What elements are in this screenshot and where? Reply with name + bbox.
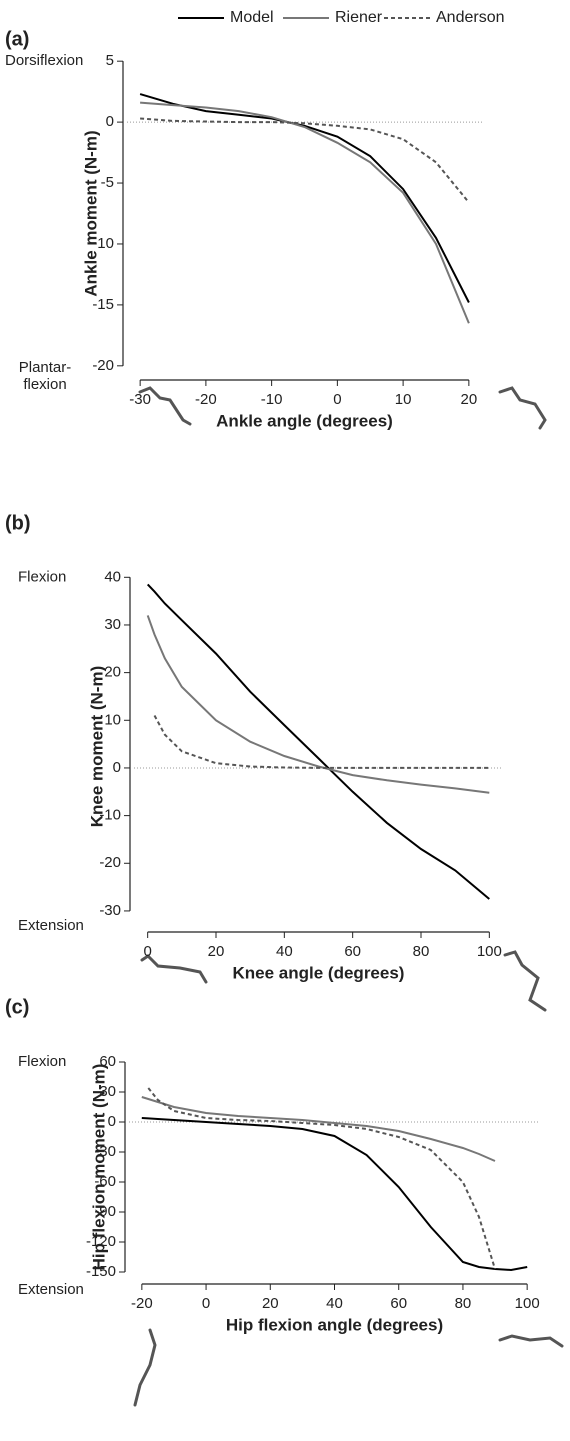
data-line <box>139 93 470 303</box>
data-line <box>153 715 490 769</box>
legend-label: Model <box>230 9 274 26</box>
y-tick-label: 30 <box>104 616 121 633</box>
x-tick-label: 10 <box>395 391 412 408</box>
y-tick-label: 0 <box>113 759 121 776</box>
y-tick-label: -60 <box>94 1173 116 1190</box>
y-tick-label: -5 <box>101 174 114 191</box>
annotation: flexion <box>23 376 66 393</box>
annotation: Flexion <box>18 1053 66 1070</box>
y-tick-label: 5 <box>106 52 114 69</box>
joint-icons <box>133 386 564 1407</box>
panel: (a) 5 0 -5 -10 -15 -20 -30 -20 -10 0 10 20 Ankle angl… <box>5 28 482 430</box>
x-axis-title: Ankle angle (degrees) <box>216 411 393 430</box>
y-tick-label: 30 <box>99 1083 116 1100</box>
y-tick-label: -15 <box>92 296 114 313</box>
hip-icon-right <box>498 1334 564 1348</box>
y-tick-label: -20 <box>92 357 114 374</box>
panel: (c) 60 30 0 -30 -60 -90 -120 -150 -20 0 20 40 60 80 100… <box>5 996 540 1334</box>
legend-label: Anderson <box>436 9 505 26</box>
x-tick-label: 40 <box>326 1295 343 1312</box>
x-tick-label: 60 <box>344 943 361 960</box>
x-tick-label: 0 <box>143 943 151 960</box>
x-tick-label: 20 <box>262 1295 279 1312</box>
data-line <box>140 117 470 204</box>
data-line <box>141 1117 528 1272</box>
x-tick-label: 60 <box>390 1295 407 1312</box>
panel-label: (c) <box>5 996 29 1018</box>
ankle-icon-left <box>138 386 192 426</box>
y-tick-label: 0 <box>108 1113 116 1130</box>
hip-icon-left <box>133 1328 157 1407</box>
knee-icon-left <box>140 954 208 984</box>
y-tick-label: -30 <box>94 1143 116 1160</box>
y-axis-title: Hip flexion moment (N-m) <box>89 1064 108 1271</box>
data-line <box>146 615 490 794</box>
annotation: Flexion <box>18 568 66 585</box>
legend-label: Riener <box>335 9 383 26</box>
panel-label: (a) <box>5 28 29 50</box>
annotation: Extension <box>18 1281 84 1298</box>
x-tick-label: -10 <box>261 391 283 408</box>
x-tick-label: 0 <box>202 1295 210 1312</box>
data-line <box>147 1087 496 1270</box>
annotation: Dorsiflexion <box>5 52 83 69</box>
y-tick-label: -10 <box>92 235 114 252</box>
x-tick-label: 0 <box>333 391 341 408</box>
x-axis-title: Hip flexion angle (degrees) <box>226 1315 443 1334</box>
y-axis-title: Ankle moment (N-m) <box>81 130 100 296</box>
panel-label: (b) <box>5 512 31 534</box>
x-tick-label: 80 <box>455 1295 472 1312</box>
x-tick-label: 20 <box>461 391 478 408</box>
annotation: Plantar- <box>19 359 72 376</box>
y-tick-label: -10 <box>99 807 121 824</box>
y-axis-title: Knee moment (N-m) <box>87 666 106 828</box>
y-tick-label: 20 <box>104 664 121 681</box>
data-line <box>141 1096 496 1162</box>
y-tick-label: -20 <box>99 854 121 871</box>
x-tick-label: -20 <box>195 391 217 408</box>
y-tick-label: 0 <box>106 113 114 130</box>
y-tick-label: 40 <box>104 568 121 585</box>
x-tick-label: 100 <box>477 943 502 960</box>
x-tick-label: 40 <box>276 943 293 960</box>
y-tick-label: 60 <box>99 1053 116 1070</box>
ankle-icon-right <box>498 386 547 430</box>
x-tick-label: 20 <box>208 943 225 960</box>
y-tick-label: -120 <box>86 1233 116 1250</box>
x-axis-title: Knee angle (degrees) <box>233 963 405 982</box>
annotation: Extension <box>18 917 84 934</box>
x-tick-label: 100 <box>515 1295 540 1312</box>
x-tick-label: 80 <box>413 943 430 960</box>
y-tick-label: 10 <box>104 711 121 728</box>
data-line <box>140 101 470 324</box>
y-tick-label: -90 <box>94 1203 116 1220</box>
x-tick-label: -20 <box>131 1295 153 1312</box>
data-line <box>146 583 490 900</box>
y-tick-label: -30 <box>99 902 121 919</box>
y-tick-label: -150 <box>86 1263 116 1280</box>
knee-icon-right <box>503 950 547 1012</box>
x-tick-label: -30 <box>129 391 151 408</box>
